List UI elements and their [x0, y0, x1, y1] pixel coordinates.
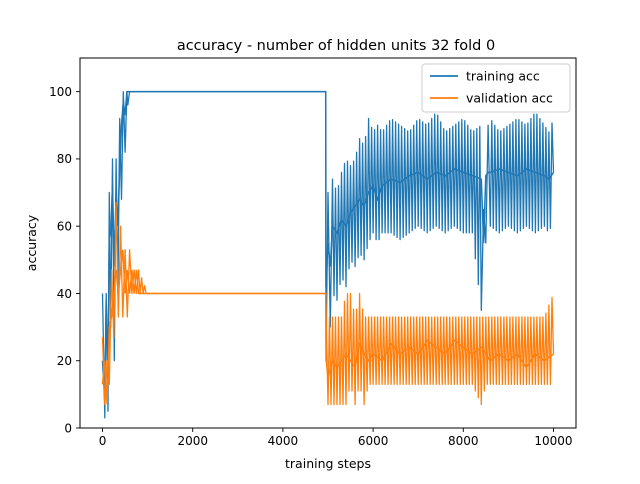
y-tick-label: 80	[57, 152, 72, 166]
x-tick-label: 6000	[358, 434, 389, 448]
x-tick-label: 8000	[448, 434, 479, 448]
x-tick-label: 0	[99, 434, 107, 448]
y-tick-label: 20	[57, 354, 72, 368]
y-axis-label: accuracy	[24, 214, 39, 271]
axes-frame	[79, 57, 577, 429]
legend-box	[421, 63, 571, 113]
x-tick-label: 10000	[534, 434, 572, 448]
series-line-validation	[101, 249, 554, 405]
x-axis: 0 2000 4000 6000 8000 10000	[99, 428, 573, 448]
legend-label-validation: validation acc	[466, 91, 553, 106]
y-tick-label: 0	[64, 421, 72, 435]
x-tick-label: 2000	[177, 434, 208, 448]
y-axis: 0 20 40 60 80 100	[49, 85, 80, 435]
x-axis-label: training steps	[285, 456, 371, 471]
legend: training acc validation acc	[421, 63, 571, 113]
x-tick-label: 4000	[268, 434, 299, 448]
chart-title: accuracy - number of hidden units 32 fol…	[177, 38, 495, 54]
y-tick-label: 40	[57, 287, 72, 301]
y-tick-label: 60	[57, 219, 72, 233]
series-line-training	[101, 90, 555, 402]
legend-label-training: training acc	[466, 69, 540, 84]
plot-area	[101, 90, 555, 419]
y-tick-label: 100	[49, 85, 72, 99]
